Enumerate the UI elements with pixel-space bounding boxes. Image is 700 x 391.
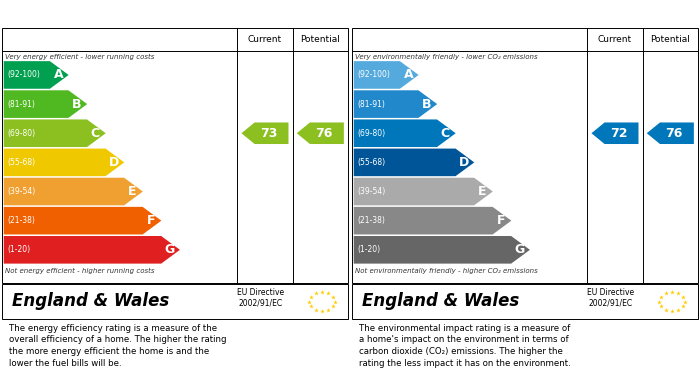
Text: (69-80): (69-80) xyxy=(7,129,35,138)
Text: EU Directive
2002/91/EC: EU Directive 2002/91/EC xyxy=(237,288,284,308)
Text: E: E xyxy=(478,185,486,198)
Text: F: F xyxy=(147,214,155,227)
Text: Current: Current xyxy=(248,35,282,44)
Text: E: E xyxy=(128,185,136,198)
Text: Energy Efficiency Rating: Energy Efficiency Rating xyxy=(9,7,171,20)
Text: (1-20): (1-20) xyxy=(357,245,380,254)
Text: Environmental Impact (CO₂) Rating: Environmental Impact (CO₂) Rating xyxy=(359,7,591,20)
Text: (21-38): (21-38) xyxy=(7,216,35,225)
Text: D: D xyxy=(458,156,469,169)
Text: 76: 76 xyxy=(666,127,682,140)
Text: (39-54): (39-54) xyxy=(357,187,386,196)
Text: G: G xyxy=(514,243,525,256)
Text: Potential: Potential xyxy=(300,35,340,44)
Polygon shape xyxy=(354,149,475,176)
Polygon shape xyxy=(4,178,143,205)
Text: B: B xyxy=(422,98,432,111)
Polygon shape xyxy=(354,207,512,235)
Polygon shape xyxy=(4,90,88,118)
Polygon shape xyxy=(354,61,419,89)
Polygon shape xyxy=(592,122,638,144)
Text: (55-68): (55-68) xyxy=(357,158,385,167)
Polygon shape xyxy=(4,149,125,176)
Polygon shape xyxy=(297,122,344,144)
Text: (81-91): (81-91) xyxy=(7,100,35,109)
Text: (92-100): (92-100) xyxy=(7,70,40,79)
Polygon shape xyxy=(354,90,438,118)
Text: Not energy efficient - higher running costs: Not energy efficient - higher running co… xyxy=(6,268,155,274)
Text: EU Directive
2002/91/EC: EU Directive 2002/91/EC xyxy=(587,288,634,308)
Text: 73: 73 xyxy=(260,127,277,140)
Text: Current: Current xyxy=(598,35,632,44)
Text: (39-54): (39-54) xyxy=(7,187,36,196)
Text: (92-100): (92-100) xyxy=(357,70,390,79)
Polygon shape xyxy=(354,178,493,205)
Polygon shape xyxy=(647,122,694,144)
Text: D: D xyxy=(108,156,119,169)
Polygon shape xyxy=(354,236,530,264)
Text: A: A xyxy=(53,68,63,81)
Text: G: G xyxy=(164,243,175,256)
Text: 72: 72 xyxy=(610,127,627,140)
Text: A: A xyxy=(403,68,413,81)
Text: B: B xyxy=(72,98,82,111)
Text: C: C xyxy=(441,127,450,140)
Text: 76: 76 xyxy=(316,127,332,140)
Text: The environmental impact rating is a measure of
a home's impact on the environme: The environmental impact rating is a mea… xyxy=(359,323,570,368)
Text: (21-38): (21-38) xyxy=(357,216,385,225)
Polygon shape xyxy=(4,207,162,235)
Text: (81-91): (81-91) xyxy=(357,100,385,109)
Text: England & Wales: England & Wales xyxy=(13,292,169,310)
Text: C: C xyxy=(91,127,100,140)
Text: Very energy efficient - lower running costs: Very energy efficient - lower running co… xyxy=(6,54,155,59)
Text: Not environmentally friendly - higher CO₂ emissions: Not environmentally friendly - higher CO… xyxy=(356,268,538,274)
Text: Very environmentally friendly - lower CO₂ emissions: Very environmentally friendly - lower CO… xyxy=(356,54,538,59)
Polygon shape xyxy=(4,61,69,89)
Text: (1-20): (1-20) xyxy=(7,245,30,254)
Polygon shape xyxy=(354,119,456,147)
Text: (69-80): (69-80) xyxy=(357,129,385,138)
Polygon shape xyxy=(4,236,180,264)
Text: (55-68): (55-68) xyxy=(7,158,35,167)
Polygon shape xyxy=(4,119,106,147)
Text: England & Wales: England & Wales xyxy=(363,292,519,310)
Text: Potential: Potential xyxy=(650,35,690,44)
Text: F: F xyxy=(497,214,505,227)
Polygon shape xyxy=(241,122,288,144)
Text: The energy efficiency rating is a measure of the
overall efficiency of a home. T: The energy efficiency rating is a measur… xyxy=(9,323,226,368)
